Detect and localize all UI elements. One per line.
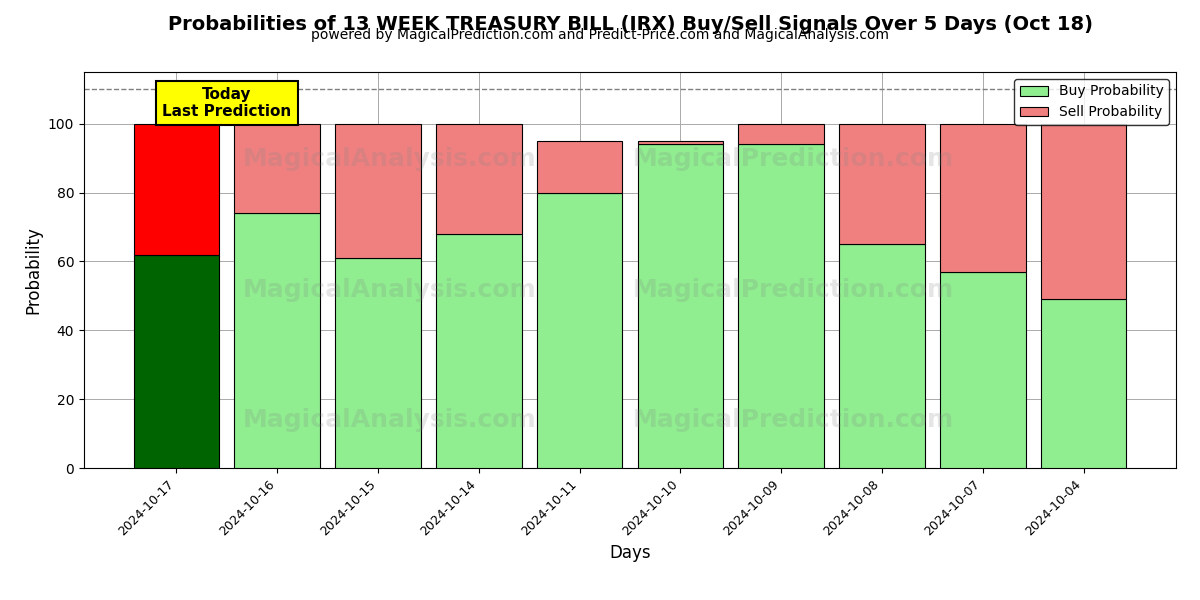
Text: MagicalPrediction.com: MagicalPrediction.com [634,147,954,171]
Bar [1040,124,1127,299]
Bar [436,124,522,234]
Bar [133,124,220,254]
Legend: Buy Probability, Sell Probability: Buy Probability, Sell Probability [1014,79,1169,125]
X-axis label: Days: Days [610,544,650,562]
Bar [940,272,1026,468]
Bar [1040,299,1127,468]
Text: MagicalPrediction.com: MagicalPrediction.com [634,278,954,302]
Bar [234,213,320,468]
Bar [637,145,724,468]
Text: MagicalAnalysis.com: MagicalAnalysis.com [242,147,536,171]
Bar [335,124,421,258]
Bar [133,254,220,468]
Bar [436,234,522,468]
Bar [234,124,320,213]
Bar [536,141,623,193]
Title: Probabilities of 13 WEEK TREASURY BILL (IRX) Buy/Sell Signals Over 5 Days (Oct 1: Probabilities of 13 WEEK TREASURY BILL (… [168,16,1092,34]
Bar [738,124,824,145]
Text: MagicalPrediction.com: MagicalPrediction.com [634,409,954,433]
Y-axis label: Probability: Probability [24,226,42,314]
Text: Today
Last Prediction: Today Last Prediction [162,87,292,119]
Bar [839,244,925,468]
Text: powered by MagicalPrediction.com and Predict-Price.com and MagicalAnalysis.com: powered by MagicalPrediction.com and Pre… [311,28,889,42]
Text: MagicalAnalysis.com: MagicalAnalysis.com [242,278,536,302]
Bar [738,145,824,468]
Text: MagicalAnalysis.com: MagicalAnalysis.com [242,409,536,433]
Bar [536,193,623,468]
Bar [637,141,724,145]
Bar [940,124,1026,272]
Bar [839,124,925,244]
Bar [335,258,421,468]
